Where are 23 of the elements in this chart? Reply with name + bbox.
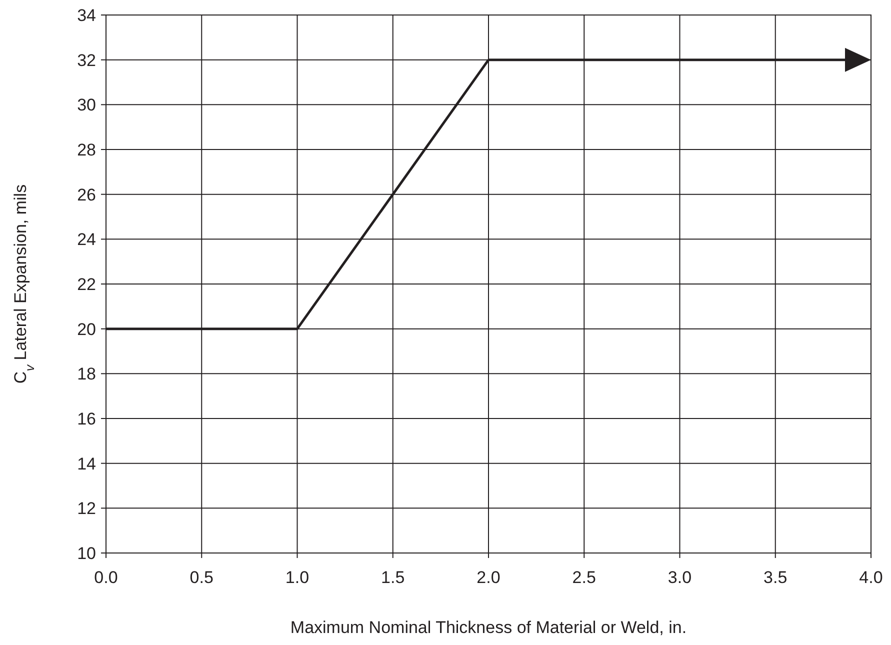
y-tick-label: 12 <box>77 499 96 518</box>
y-tick-label: 26 <box>77 185 96 204</box>
y-tick-label: 20 <box>77 320 96 339</box>
y-tick-label: 30 <box>77 96 96 115</box>
x-tick-label: 2.0 <box>476 568 500 587</box>
y-tick-label: 34 <box>77 6 96 25</box>
x-tick-label: 2.5 <box>572 568 596 587</box>
x-tick-label: 1.0 <box>285 568 310 587</box>
y-tick-label: 10 <box>77 544 96 563</box>
x-axis-title: Maximum Nominal Thickness of Material or Weld, in. <box>290 618 687 637</box>
y-tick-label: 28 <box>77 140 96 160</box>
y-tick-label: 32 <box>77 50 96 70</box>
x-tick-label: 3.5 <box>764 568 788 587</box>
x-tick-label: 3.0 <box>668 568 692 587</box>
y-tick-label: 16 <box>77 409 96 428</box>
y-tick-label: 24 <box>77 230 96 250</box>
x-tick-label: 0.0 <box>94 568 118 587</box>
x-tick-label: 1.5 <box>381 568 405 587</box>
y-tick-label: 18 <box>77 364 96 384</box>
x-tick-label: 0.5 <box>190 568 214 587</box>
x-tick-label: 4.0 <box>859 568 883 587</box>
y-tick-label: 22 <box>77 274 96 294</box>
y-tick-label: 14 <box>77 454 96 474</box>
